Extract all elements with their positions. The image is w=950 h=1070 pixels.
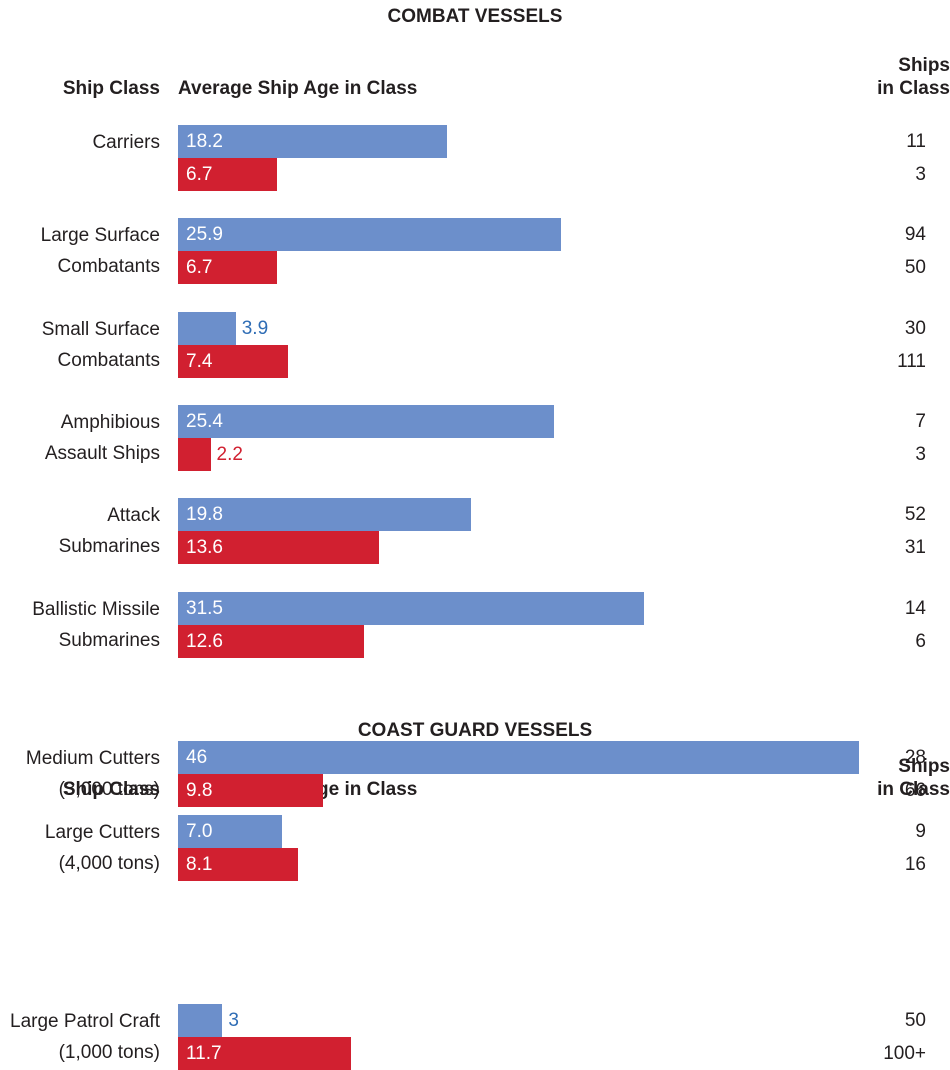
combat-category-label: Amphibious Assault Ships: [45, 407, 160, 469]
coast-guard-data-label-blue: 3: [228, 1010, 239, 1031]
coast-guard-bar-red: [178, 774, 324, 807]
coast-guard-header-ship-class: Ship Class: [62, 779, 160, 800]
coast-guard-ship-count: 100+: [883, 1043, 926, 1064]
combat-category-label: Small Surface Combatants: [42, 314, 160, 376]
combat-ship-count: 6: [915, 631, 926, 652]
combat-data-label-blue: 31.5: [186, 598, 223, 619]
coast-guard-category-label-line: (4,000 tons): [58, 853, 160, 874]
coast-guard-ship-count: 50: [904, 1010, 926, 1031]
combat-header-ships-line: in Class: [877, 78, 950, 99]
combat-bar-red: [178, 158, 278, 191]
combat-bar-blue: [178, 312, 236, 345]
combat-bar-blue: [178, 592, 645, 625]
coast-guard-header-ships-in-class: Ships in Class: [830, 755, 950, 801]
combat-category-label-line: Ballistic Missile: [32, 599, 160, 620]
combat-ship-count: 30: [904, 318, 926, 339]
coast-guard-data-label-blue: 7.0: [186, 821, 213, 842]
combat-category-label-line: Submarines: [58, 536, 160, 557]
coast-guard-ship-count: 66: [904, 780, 926, 801]
combat-category-label: Carriers: [92, 127, 160, 158]
combat-ship-count: 14: [904, 598, 926, 619]
coast-guard-category-label-line: Large Cutters: [44, 822, 160, 843]
combat-data-label-red: 7.4: [186, 351, 213, 372]
combat-bar-red: [178, 625, 365, 658]
combat-bar-red: [178, 438, 211, 471]
combat-header-average-age: Average Ship Age in Class: [178, 78, 418, 99]
coast-guard-category-label-line: (1,000 tons): [58, 1042, 160, 1063]
combat-category-label-line: Submarines: [58, 630, 160, 651]
combat-data-label-blue: 25.9: [186, 224, 223, 245]
combat-data-label-blue: 25.4: [186, 411, 223, 432]
combat-category-label-line: Combatants: [57, 256, 160, 277]
combat-ship-count: 111: [897, 351, 926, 372]
combat-bar-blue: [178, 498, 472, 531]
combat-ship-count: 11: [906, 131, 926, 152]
combat-bar-red: [178, 345, 288, 378]
coast-guard-data-label-red: 8.1: [186, 854, 213, 875]
combat-category-label-line: Combatants: [57, 350, 160, 371]
combat-data-label-blue: 3.9: [241, 318, 269, 339]
coast-guard-category-label-line: Large Patrol Craft: [10, 1011, 160, 1032]
coast-guard-bar-red: [178, 848, 298, 881]
combat-ship-count: 3: [915, 164, 926, 185]
coast-guard-header-ships-line: Ships: [898, 756, 950, 777]
combat-header-ship-class: Ship Class: [62, 78, 160, 99]
coast-guard-bar-blue: [178, 1004, 223, 1037]
coast-guard-data-label-blue: 46: [186, 747, 208, 768]
combat-category-label-line: Amphibious: [60, 412, 160, 433]
combat-data-label-blue: 19.8: [186, 504, 223, 525]
combat-header-ships-line: Ships: [898, 55, 950, 76]
combat-category-label-line: Small Surface: [41, 319, 160, 340]
combat-category-label: Attack Submarines: [59, 500, 160, 562]
coast-guard-ship-count: 28: [904, 747, 926, 768]
combat-bar-red: [178, 251, 278, 284]
combat-chart-title: COMBAT VESSELS: [387, 6, 563, 27]
coast-guard-data-label-red: 9.8: [186, 780, 213, 801]
coast-guard-category-label: Medium Cutters (3,000 tons): [26, 743, 160, 805]
coast-guard-bar-blue: [178, 815, 282, 848]
combat-category-label: Ballistic Missile Submarines: [32, 594, 160, 656]
combat-bar-blue: [178, 125, 448, 158]
coast-guard-chart-title: COAST GUARD VESSELS: [357, 720, 593, 741]
combat-ship-count: 31: [904, 537, 926, 558]
combat-ship-count: 52: [904, 504, 926, 525]
combat-data-label-blue: 18.2: [186, 131, 223, 152]
coast-guard-category-label: Large Patrol Craft (1,000 tons): [10, 1006, 160, 1068]
combat-data-label-red: 12.6: [186, 631, 223, 652]
combat-data-label-red: 2.2: [216, 444, 243, 465]
combat-ship-count: 3: [915, 444, 926, 465]
coast-guard-category-label-line: Medium Cutters: [25, 748, 160, 769]
combat-ship-count: 94: [904, 224, 926, 245]
coast-guard-ship-count: 9: [915, 821, 926, 842]
combat-category-label-line: Assault Ships: [44, 443, 160, 464]
combat-data-label-red: 6.7: [186, 257, 213, 278]
combat-bar-blue: [178, 405, 554, 438]
combat-data-label-red: 6.7: [186, 164, 213, 185]
combat-category-label-line: Attack: [107, 505, 160, 526]
combat-category-label-line: Large Surface: [40, 225, 160, 246]
combat-ship-count: 7: [915, 411, 926, 432]
coast-guard-header-ships-line: in Class: [877, 779, 950, 800]
combat-category-label: Large Surface Combatants: [41, 220, 160, 282]
combat-header-ships-in-class: Ships in Class: [830, 54, 950, 100]
combat-category-label-line: Carriers: [92, 132, 160, 153]
combat-bar-blue: [178, 218, 562, 251]
combat-data-label-red: 13.6: [186, 537, 223, 558]
combat-bar-red: [178, 531, 380, 564]
coast-guard-ship-count: 16: [904, 854, 926, 875]
coast-guard-data-label-red: 11.7: [186, 1043, 222, 1064]
coast-guard-bar-blue: [178, 741, 859, 774]
combat-ship-count: 50: [904, 257, 926, 278]
coast-guard-category-label: Large Cutters (4,000 tons): [45, 817, 160, 879]
coast-guard-category-label-line: (3,000 tons): [58, 779, 160, 800]
